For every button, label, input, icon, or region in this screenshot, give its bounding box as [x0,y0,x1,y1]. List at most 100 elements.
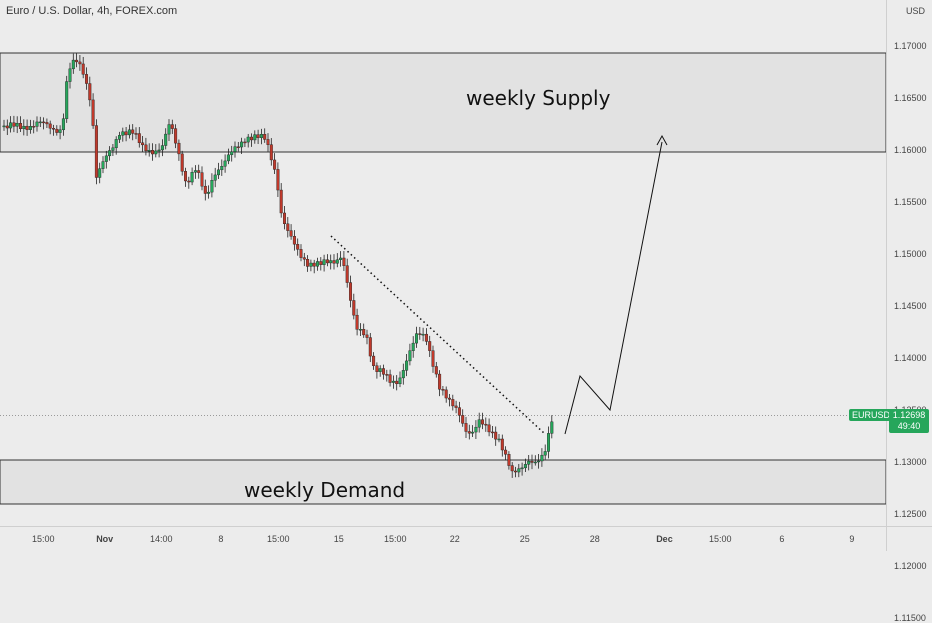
time-tick-label: 14:00 [150,534,173,544]
candle-body [428,341,432,351]
candle-body [431,350,435,367]
candle-body [464,423,468,432]
symbol-tag: EURUSD [849,409,894,421]
candle-body [263,134,267,140]
candle-body [78,61,82,65]
candle-body [391,380,395,383]
candle-body [517,468,521,473]
candle-body [42,121,46,124]
price-tick-label: 1.17000 [894,41,927,51]
chart-plot-area[interactable]: Euro / U.S. Dollar, 4h, FOREX.com weekly… [0,0,886,526]
candle-body [170,124,174,129]
candle-body [276,169,280,191]
time-tick-label: 15:00 [384,534,407,544]
price-tick-label: 1.12500 [894,509,927,519]
candle-body [349,282,353,301]
candle-body [174,128,178,144]
current-price-tag: 1.12698 49:40 [889,409,929,433]
candle-body [365,334,369,338]
candle-body [471,431,475,434]
candle-body [319,261,323,265]
projection-path[interactable] [564,141,663,435]
candle-body [68,68,72,82]
candle-body [84,74,88,84]
axis-corner [886,526,932,551]
price-tick-label: 1.13000 [894,457,927,467]
price-tick-label: 1.15500 [894,197,927,207]
candle-body [322,259,326,265]
candle-body [494,431,498,440]
time-tick-label: 15:00 [267,534,290,544]
candle-body [256,134,260,138]
candle-body [45,122,49,125]
candle-body [207,191,211,194]
candle-body [306,259,310,267]
candle-body [481,419,485,425]
candle-body [223,160,227,167]
candle-body [266,139,270,145]
candle-body [312,262,316,267]
candle-body [411,342,415,351]
candle-body [497,438,501,441]
candle-body [65,81,69,119]
bar-countdown: 49:40 [897,421,921,431]
candle-body [246,136,250,143]
candle-body [441,389,445,391]
candle-body [550,421,554,434]
candle-body [38,121,42,124]
candle-body [395,380,399,385]
candle-body [91,99,95,126]
price-axis[interactable]: 1.175001.170001.165001.160001.155001.150… [886,0,932,623]
candle-body [507,454,511,466]
candle-body [183,171,187,182]
candle-body [325,259,329,264]
candle-body [259,134,263,138]
candle-body [352,300,356,316]
candle-body [477,419,481,428]
candle-body [523,464,527,469]
candle-body [2,125,6,128]
candle-body [510,465,514,472]
candle-body [117,135,121,140]
candle-body [150,150,154,155]
candle-body [490,431,494,434]
candle-body [164,133,168,146]
candle-body [457,407,461,416]
candle-body [451,399,455,407]
candle-body [134,133,138,135]
candle-body [504,449,508,455]
candle-body [382,368,386,375]
demand-zone-label: weekly Demand [244,478,406,502]
candle-body [58,129,62,133]
candle-body [124,131,128,136]
candle-body [345,265,349,283]
time-axis[interactable]: 15:00 Nov 14:00 8 15:00 15 15:00 22 25 28 Dec 15:00… [0,526,886,551]
candle-body [101,161,105,169]
price-tick-label: 1.14000 [894,353,927,363]
candle-body [12,122,16,127]
candle-body [233,146,237,152]
candle-body [484,423,488,426]
candle-body [167,124,171,135]
candlestick-chart[interactable] [0,0,886,526]
candle-body [342,257,346,266]
candle-body [474,426,478,433]
candle-body [177,142,181,155]
candle-body [540,454,544,462]
time-tick-label: 6 [779,534,785,544]
candle-body [514,470,518,473]
candle-body [533,461,537,464]
price-tick-label: 1.12000 [894,561,927,571]
chart-legend: Euro / U.S. Dollar, 4h, FOREX.com [6,5,178,17]
candle-body [249,136,253,141]
demand-zone [0,459,886,505]
candle-body [160,145,164,151]
candle-body [329,260,333,264]
price-tick-label: 1.16000 [894,145,927,155]
candle-body [372,355,376,366]
candle-body [210,180,214,193]
candle-body [240,141,244,148]
time-tick-label: 15:00 [32,534,55,544]
price-tick-label: 1.15000 [894,249,927,259]
candle-body [405,360,409,371]
